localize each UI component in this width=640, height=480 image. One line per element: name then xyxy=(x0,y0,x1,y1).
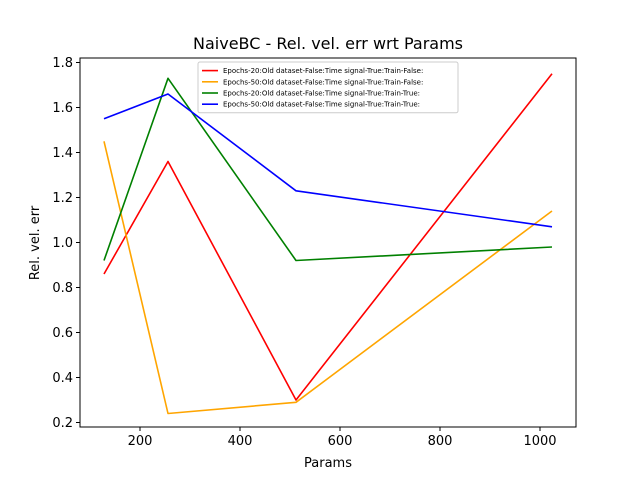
y-tick-label: 0.6 xyxy=(52,326,73,341)
y-tick-label: 1.6 xyxy=(52,101,73,116)
x-axis-ticks: 200 400 600 800 1000 xyxy=(128,427,557,449)
legend-box xyxy=(197,61,459,114)
series-line-3 xyxy=(103,77,553,262)
plot-frame xyxy=(79,57,577,428)
y-axis-label: Rel. vel. err xyxy=(28,205,43,280)
y-tick-label: 0.4 xyxy=(52,371,73,386)
x-tick-label: 800 xyxy=(428,434,453,449)
series-line-2 xyxy=(103,141,553,415)
y-tick-label: 0.2 xyxy=(52,416,73,431)
x-tick-label: 600 xyxy=(328,434,353,449)
series-line-1 xyxy=(103,73,553,401)
x-tick-label: 400 xyxy=(228,434,253,449)
chart-title: NaiveBC - Rel. vel. err wrt Params xyxy=(193,34,463,53)
legend-label: Epochs-50:Old dataset-False:Time signal-… xyxy=(223,101,420,109)
legend-label: Epochs-20:Old dataset-False:Time signal-… xyxy=(223,90,420,98)
y-axis-ticks: 0.2 0.4 0.6 0.8 1.0 1.2 1.4 1.6 1.8 xyxy=(52,56,80,431)
x-axis-label: Params xyxy=(304,456,352,471)
x-tick-label: 1000 xyxy=(523,434,556,449)
y-tick-label: 1.8 xyxy=(52,56,73,71)
legend-label: Epochs-20:Old dataset-False:Time signal-… xyxy=(223,67,423,75)
legend-label: Epochs-50:Old dataset-False:Time signal-… xyxy=(223,78,423,86)
series-line-4 xyxy=(103,93,553,228)
y-tick-label: 1.4 xyxy=(52,146,73,161)
y-tick-label: 1.2 xyxy=(52,191,73,206)
y-tick-label: 1.0 xyxy=(52,236,73,251)
x-tick-label: 200 xyxy=(128,434,153,449)
y-tick-label: 0.8 xyxy=(52,281,73,296)
plot-lines xyxy=(103,73,553,415)
legend: Epochs-20:Old dataset-False:Time signal-… xyxy=(197,61,459,114)
